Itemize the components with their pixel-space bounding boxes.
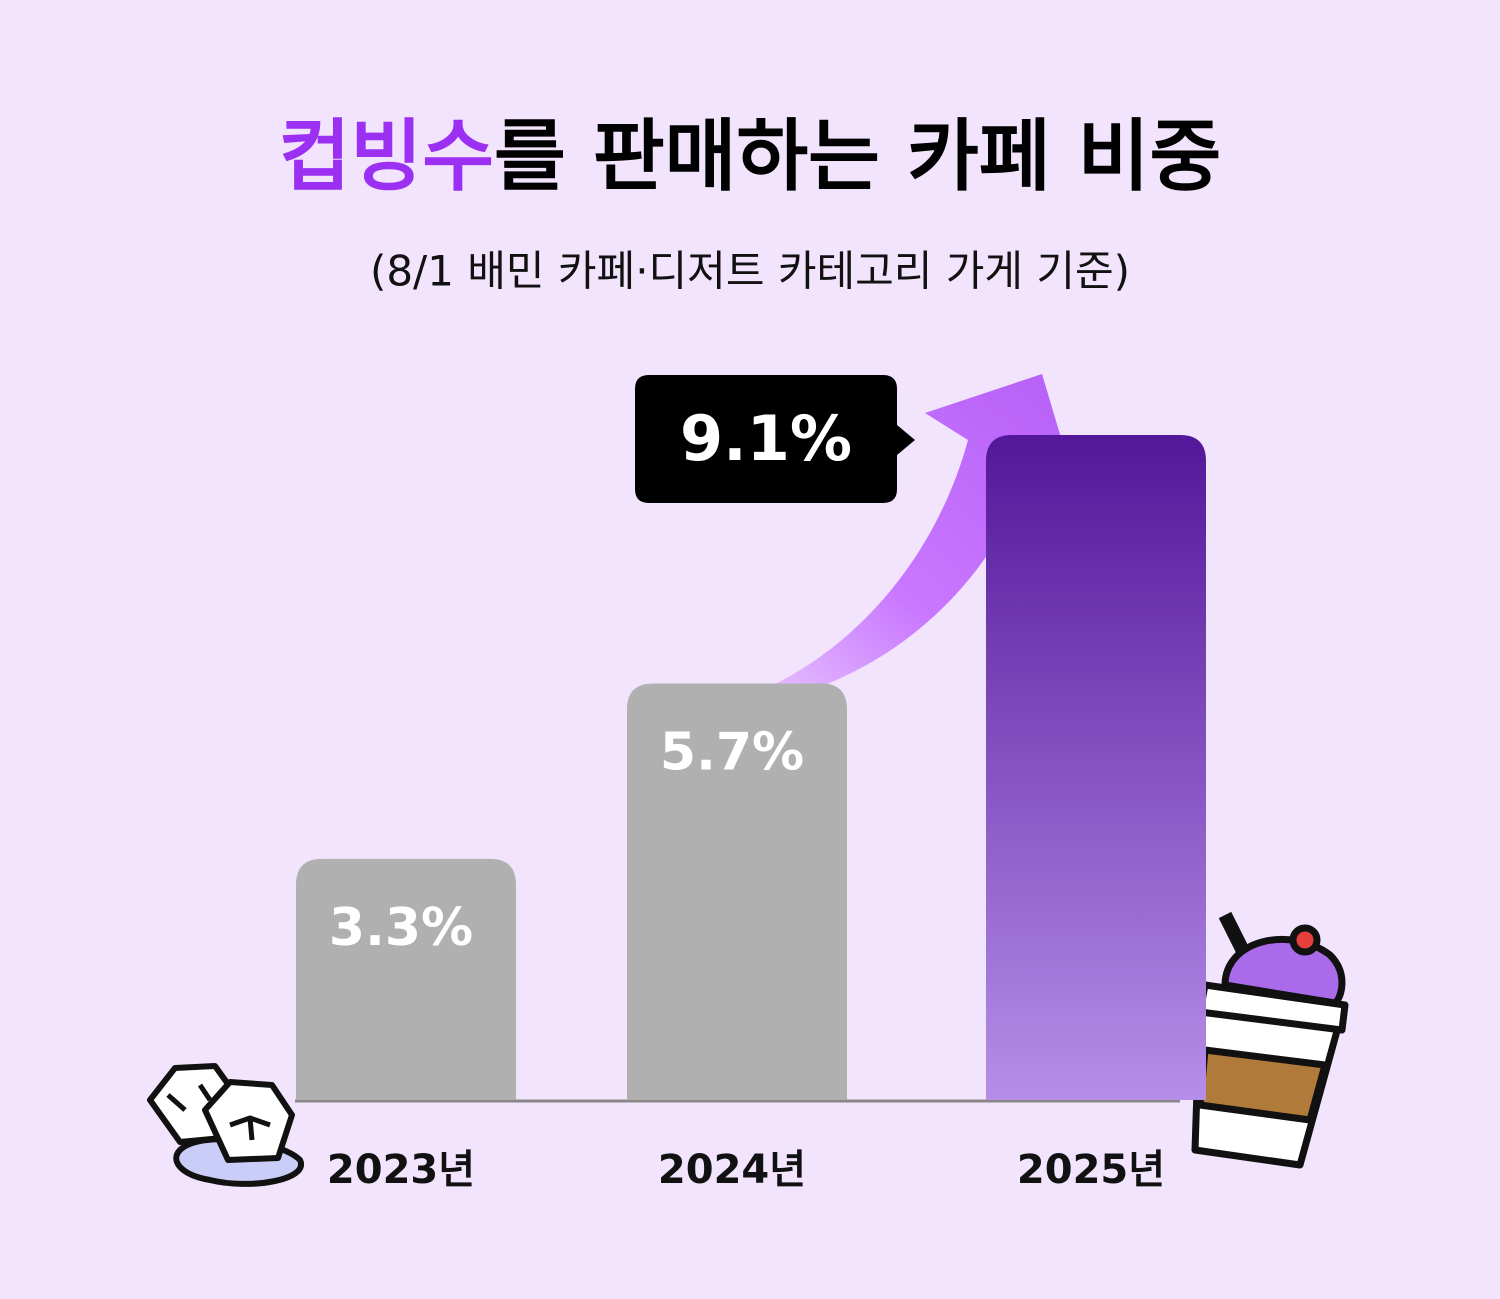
growth-arrow [690,374,1076,714]
bar [296,858,516,1100]
x-tick-label: 2025년 [1017,1147,1165,1193]
x-tick-label: 2024년 [658,1147,806,1193]
title-part: 컵빙수 [279,112,494,202]
chart-subtitle: (8/1 배민 카페·디저트 카테고리 가게 기준) [370,247,1130,296]
chart-title: 컵빙수를 판매하는 카페 비중 [279,112,1222,202]
bingsu-cup-icon [1191,911,1349,1169]
bar [627,683,847,1100]
title-part: 를 판매하는 카페 비중 [494,112,1221,202]
bar [986,435,1206,1100]
x-tick-label: 2023년 [327,1147,475,1193]
value-label: 9.1% [680,402,852,475]
value-label: 3.3% [329,898,473,958]
value-callout [635,375,915,503]
ice-icon [147,1063,305,1187]
value-label: 5.7% [660,722,804,782]
